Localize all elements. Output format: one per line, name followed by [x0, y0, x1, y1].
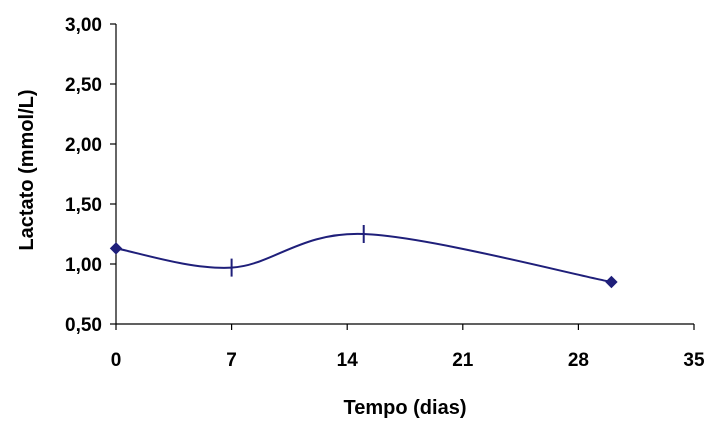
- y-tick-label: 3,00: [65, 15, 102, 36]
- y-axis-title: Lactato (mmol/L): [16, 89, 38, 250]
- y-tick-label: 1,00: [65, 255, 102, 276]
- data-point: [605, 275, 618, 289]
- y-tick-label: 1,50: [65, 195, 102, 216]
- y-tick-label: 0,50: [65, 315, 102, 336]
- x-tick-label: 7: [226, 350, 237, 371]
- axes: [110, 23, 695, 330]
- x-tick-label: 14: [337, 350, 359, 371]
- series-layer: [109, 225, 618, 289]
- series-line: [115, 232, 612, 283]
- x-tick-label: 35: [683, 350, 705, 371]
- x-tick-label: 21: [452, 350, 474, 371]
- x-tick-label: 28: [568, 350, 589, 371]
- tick-labels: 0,50 1,00 1,50 2,00 2,50 3,00 0 7 14 21 28 35: [65, 15, 705, 371]
- x-axis-title: Tempo (dias): [344, 397, 467, 419]
- data-point: [109, 242, 123, 255]
- x-tick-label: 0: [111, 350, 122, 371]
- y-tick-label: 2,50: [65, 75, 102, 96]
- y-tick-label: 2,00: [65, 135, 102, 156]
